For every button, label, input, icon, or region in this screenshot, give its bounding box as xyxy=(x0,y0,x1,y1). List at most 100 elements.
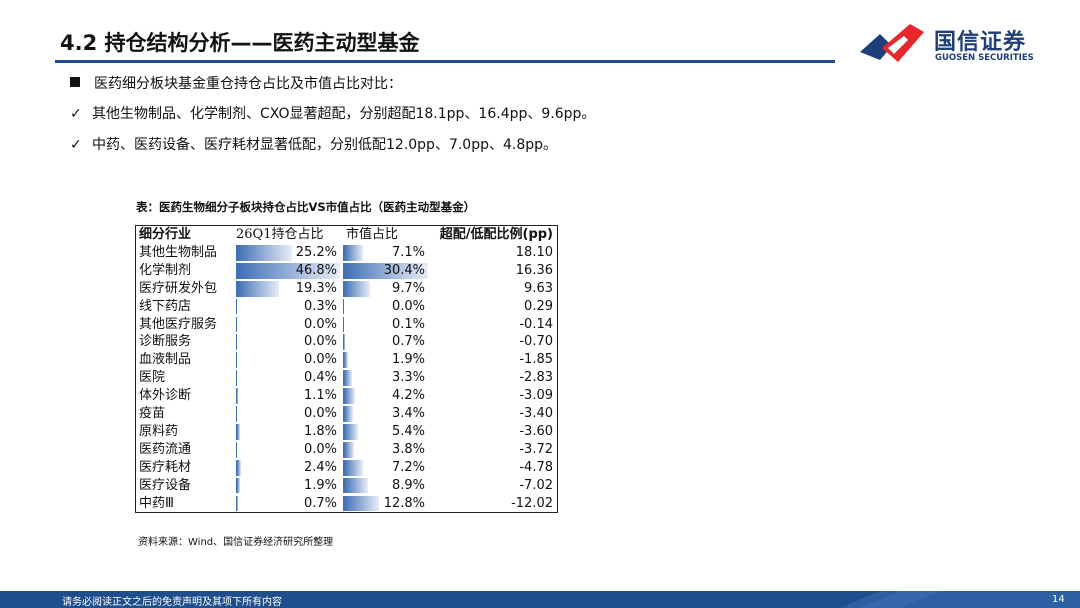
sector-cell: 医疗设备 xyxy=(139,477,192,493)
holding-share-bar xyxy=(236,370,237,387)
holding-share-bar xyxy=(236,244,292,261)
market-share-bar xyxy=(343,459,364,476)
sector-cell: 化学制剂 xyxy=(139,262,192,278)
table-row: 其他生物制品 25.2% 7.1% 18.10 xyxy=(136,244,557,262)
holding-share-cell: 46.8% xyxy=(295,262,337,278)
over-under-cell: -0.70 xyxy=(519,334,553,350)
market-share-bar xyxy=(343,298,344,315)
market-share-cell: 0.7% xyxy=(391,334,425,350)
holding-share-cell: 0.0% xyxy=(303,316,337,332)
logo-mark-icon xyxy=(860,24,924,62)
footer-bar: 请务必阅读正文之后的免责声明及其项下所有内容 14 xyxy=(0,591,1080,608)
holding-share-bar xyxy=(236,334,237,351)
over-under-cell: -3.40 xyxy=(519,406,553,421)
table-row: 诊断服务 0.0% 0.7% -0.70 xyxy=(136,333,557,351)
bullet-point: ✓ 其他生物制品、化学制剂、CXO显著超配，分别超配18.1pp、16.4pp、9… xyxy=(70,103,595,123)
table-row: 其他医疗服务 0.0% 0.1% -0.14 xyxy=(136,316,557,334)
footer-disclaimer: 请务必阅读正文之后的免责声明及其项下所有内容 xyxy=(62,597,282,608)
holding-share-bar xyxy=(236,352,237,369)
holding-share-bar xyxy=(236,495,238,512)
data-table: 细分行业 26Q1持仓占比 市值占比 超配/低配比例(pp) 其他生物制品 25.… xyxy=(135,225,558,513)
market-share-cell: 3.3% xyxy=(391,370,425,386)
holding-share-cell: 1.9% xyxy=(303,477,337,493)
header-holding-share: 26Q1持仓占比 xyxy=(236,227,324,242)
market-share-cell: 7.2% xyxy=(391,459,425,475)
holding-share-bar xyxy=(236,423,240,440)
holding-share-cell: 0.0% xyxy=(303,406,337,421)
over-under-cell: -2.83 xyxy=(519,370,553,386)
holding-share-cell: 0.7% xyxy=(303,495,337,511)
holding-share-cell: 2.4% xyxy=(303,459,337,475)
holding-share-bar xyxy=(236,262,340,279)
holding-share-cell: 0.4% xyxy=(303,370,337,386)
over-under-cell: -4.78 xyxy=(519,459,553,475)
holding-share-bar xyxy=(236,280,279,297)
table-row: 疫苗 0.0% 3.4% -3.40 xyxy=(136,405,557,423)
market-share-cell: 4.2% xyxy=(391,388,425,404)
market-share-cell: 0.0% xyxy=(391,298,425,314)
market-share-bar xyxy=(343,495,379,512)
holding-share-bar xyxy=(236,406,237,422)
table-row: 化学制剂 46.8% 30.4% 16.36 xyxy=(136,262,557,280)
sector-cell: 中药Ⅲ xyxy=(139,495,174,511)
over-under-cell: 18.10 xyxy=(515,244,553,260)
sector-cell: 其他生物制品 xyxy=(139,244,218,260)
holding-share-cell: 0.3% xyxy=(303,298,337,314)
source-note: 资料来源：Wind、国信证券经济研究所整理 xyxy=(138,537,334,548)
page-title: 4.2 持仓结构分析——医药主动型基金 xyxy=(60,31,420,55)
footer-decoration xyxy=(840,591,1080,608)
holding-share-cell: 1.8% xyxy=(303,423,337,439)
over-under-cell: -3.09 xyxy=(519,388,553,404)
table-row: 血液制品 0.0% 1.9% -1.85 xyxy=(136,351,557,369)
table-row: 医疗设备 1.9% 8.9% -7.02 xyxy=(136,477,557,495)
sector-cell: 医院 xyxy=(139,370,166,386)
market-share-cell: 3.8% xyxy=(391,441,425,457)
sector-cell: 原料药 xyxy=(139,423,179,439)
bullet-main-text: 医药细分板块基金重仓持仓占比及市值占比对比： xyxy=(94,76,402,92)
check-icon: ✓ xyxy=(70,106,82,122)
market-share-bar xyxy=(343,441,354,458)
sector-cell: 医疗耗材 xyxy=(139,459,192,475)
holding-share-cell: 19.3% xyxy=(295,280,337,296)
table-row: 医药流通 0.0% 3.8% -3.72 xyxy=(136,441,557,459)
page-number: 14 xyxy=(1052,594,1065,605)
market-share-bar xyxy=(343,423,359,440)
sector-cell: 线下药店 xyxy=(139,298,192,314)
bullet-point: ✓ 中药、医药设备、医疗耗材显著低配，分别低配12.0pp、7.0pp、4.8pp… xyxy=(70,134,557,154)
market-share-bar xyxy=(343,262,428,279)
over-under-cell: -3.72 xyxy=(519,441,553,457)
market-share-cell: 5.4% xyxy=(391,423,425,439)
market-share-bar xyxy=(343,388,355,404)
market-share-cell: 8.9% xyxy=(391,477,425,493)
over-under-cell: -3.60 xyxy=(519,423,553,439)
header-market-share: 市值占比 xyxy=(346,227,399,242)
logo-text-en: GUOSEN SECURITIES xyxy=(935,53,1034,63)
market-share-bar xyxy=(343,370,353,387)
sector-cell: 诊断服务 xyxy=(139,334,192,350)
bullet-point-text: 其他生物制品、化学制剂、CXO显著超配，分别超配18.1pp、16.4pp、9.… xyxy=(92,106,596,122)
holding-share-bar xyxy=(236,459,242,476)
logo-text-cn: 国信证券 xyxy=(934,30,1027,55)
market-share-bar xyxy=(343,244,363,261)
over-under-cell: -12.02 xyxy=(511,495,553,511)
over-under-cell: -0.14 xyxy=(519,316,553,332)
holding-share-cell: 1.1% xyxy=(303,388,337,404)
over-under-cell: -1.85 xyxy=(519,352,553,368)
table-row: 医院 0.4% 3.3% -2.83 xyxy=(136,369,557,387)
market-share-bar xyxy=(343,334,345,351)
market-share-cell: 12.8% xyxy=(383,495,425,511)
holding-share-cell: 25.2% xyxy=(295,244,337,260)
over-under-cell: 9.63 xyxy=(524,280,553,296)
over-under-cell: 16.36 xyxy=(515,262,553,278)
market-share-cell: 9.7% xyxy=(391,280,425,296)
sector-cell: 医药流通 xyxy=(139,441,192,457)
market-share-bar xyxy=(343,406,353,422)
market-share-cell: 0.1% xyxy=(391,316,425,332)
table-row: 体外诊断 1.1% 4.2% -3.09 xyxy=(136,387,557,405)
holding-share-cell: 0.0% xyxy=(303,334,337,350)
holding-share-bar xyxy=(236,388,239,404)
holding-share-bar xyxy=(236,477,241,494)
market-share-cell: 3.4% xyxy=(391,406,425,421)
holding-share-bar xyxy=(236,298,237,315)
holding-share-cell: 0.0% xyxy=(303,441,337,457)
